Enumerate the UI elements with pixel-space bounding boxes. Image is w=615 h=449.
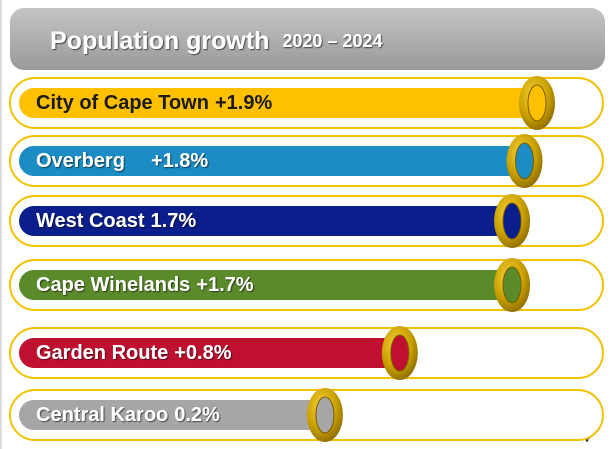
value-label: +1.8% — [151, 150, 208, 172]
bar-label: Garden Route +0.8% — [36, 342, 232, 364]
value-label: +0.8% — [174, 342, 231, 364]
bar — [19, 270, 513, 300]
bar-cap — [390, 334, 410, 372]
bar — [19, 400, 325, 430]
bar — [19, 206, 513, 236]
chart-title: Population growth 2020 – 2024 — [50, 27, 382, 55]
category-label: Overberg — [36, 150, 125, 172]
bar-label: Overberg +1.8% — [36, 150, 208, 172]
value-label: 0.2% — [174, 404, 220, 426]
bar-cap — [515, 142, 535, 180]
value-label: 1.7% — [151, 210, 197, 232]
value-label: +1.7% — [196, 274, 253, 296]
bar — [19, 88, 537, 118]
category-label: Central Karoo — [36, 404, 168, 426]
bar-label: Central Karoo 0.2% — [36, 404, 220, 426]
title-text: Population growth — [50, 27, 269, 55]
bar-label: Cape Winelands +1.7% — [36, 274, 254, 296]
category-label: West Coast — [36, 210, 145, 232]
category-label: Garden Route — [36, 342, 168, 364]
bar-label: West Coast 1.7% — [36, 210, 196, 232]
header — [10, 8, 605, 70]
bar-cap — [502, 202, 522, 240]
value-label: +1.9% — [215, 92, 272, 114]
category-label: Cape Winelands — [36, 274, 190, 296]
subtitle-text: 2020 – 2024 — [282, 31, 382, 51]
category-label: City of Cape Town — [36, 92, 209, 114]
bar — [19, 146, 525, 176]
bar-cap — [527, 84, 547, 122]
bar-label: City of Cape Town +1.9% — [36, 92, 272, 114]
bar-cap — [502, 266, 522, 304]
bar — [19, 338, 400, 368]
bar-cap — [315, 396, 335, 434]
